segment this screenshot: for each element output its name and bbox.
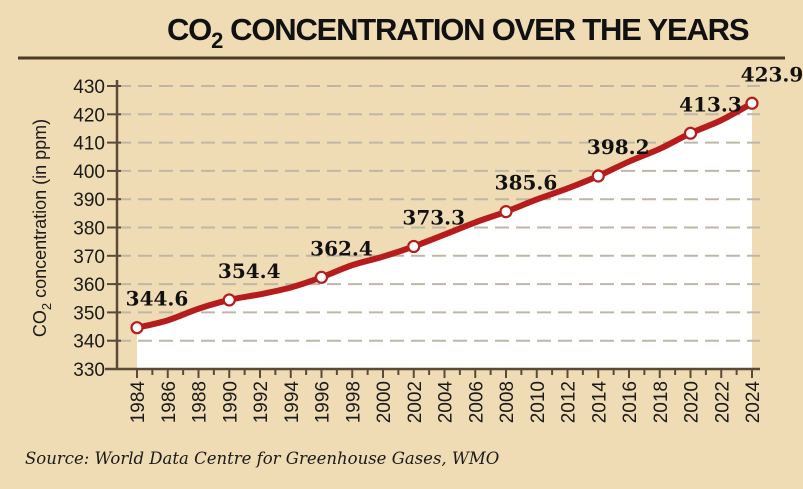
data-marker xyxy=(130,321,144,335)
y-tick-label: 410 xyxy=(73,134,105,155)
x-tick-label: 1992 xyxy=(251,381,272,423)
data-label: 413.3 xyxy=(679,92,742,116)
title-co: CO xyxy=(167,12,211,47)
x-tick-label: 1996 xyxy=(313,381,334,423)
data-marker xyxy=(591,169,605,183)
co2-series-line xyxy=(134,100,755,331)
gridlines xyxy=(117,85,760,342)
data-marker xyxy=(407,239,421,254)
x-tick-label: 2004 xyxy=(436,381,457,424)
y-tick-label: 360 xyxy=(73,275,105,296)
x-tick-label: 1984 xyxy=(128,381,149,424)
data-label: 423.9 xyxy=(741,62,803,86)
chart-title: CO2 CONCENTRATION OVER THE YEARS xyxy=(167,12,749,53)
source-note: Source: World Data Centre for Greenhouse… xyxy=(25,449,500,468)
data-marker xyxy=(314,270,329,284)
x-tick-label: 2024 xyxy=(743,381,764,424)
y-ticks: 330 340 350 360 370 380 390 400 410 420 430 xyxy=(73,77,121,381)
data-markers xyxy=(130,96,759,335)
x-tick-label: 2012 xyxy=(559,381,580,423)
y-tick-label: 340 xyxy=(73,332,105,353)
data-label: 385.6 xyxy=(495,171,558,195)
title-rest: CONCENTRATION OVER THE YEARS xyxy=(230,12,749,47)
data-marker xyxy=(222,293,236,307)
y-tick-label: 370 xyxy=(73,247,105,268)
y-tick-label: 420 xyxy=(73,105,105,126)
x-tick-label: 1990 xyxy=(220,381,241,423)
x-tick-label: 2014 xyxy=(589,381,610,424)
y-tick-label: 400 xyxy=(73,162,105,183)
y-tick-label: 390 xyxy=(73,190,105,211)
data-label: 398.2 xyxy=(587,135,650,159)
x-tick-label: 2008 xyxy=(497,381,518,423)
x-tick-label: 2020 xyxy=(682,381,703,423)
y-tick-label: 350 xyxy=(73,303,105,324)
y-axis-label: CO2 concentration (in ppm) xyxy=(30,119,54,337)
x-tick-label: 1998 xyxy=(343,381,364,423)
data-marker xyxy=(683,126,698,140)
data-labels: 344.6 354.4 362.4 373.3 385.6 398.2 413.3 423.9 xyxy=(126,62,803,310)
data-label: 344.6 xyxy=(126,287,189,311)
x-tick-label: 1994 xyxy=(282,381,303,424)
x-tick-label: 1986 xyxy=(159,381,180,423)
data-label: 362.4 xyxy=(310,236,373,260)
data-label: 373.3 xyxy=(402,205,465,229)
x-tick-label: 2000 xyxy=(374,381,395,423)
y-tick-label: 430 xyxy=(73,77,105,98)
x-tick-label: 1988 xyxy=(190,381,211,423)
title-subscript: 2 xyxy=(211,28,223,53)
data-label: 354.4 xyxy=(218,259,281,283)
data-marker xyxy=(745,96,759,110)
x-tick-label: 2006 xyxy=(466,381,487,423)
x-tick-label: 2022 xyxy=(712,381,733,423)
x-tick-label: 2010 xyxy=(528,381,549,423)
y-tick-label: 380 xyxy=(73,219,105,240)
x-tick-label: 2018 xyxy=(651,381,672,423)
x-ticks: 1984 1986 1988 1990 1992 1994 1996 1998 2000 2002… xyxy=(128,369,764,423)
data-marker xyxy=(499,205,513,219)
y-tick-label: 330 xyxy=(73,360,105,381)
x-tick-label: 2002 xyxy=(405,381,426,423)
x-tick-label: 2016 xyxy=(620,381,641,423)
